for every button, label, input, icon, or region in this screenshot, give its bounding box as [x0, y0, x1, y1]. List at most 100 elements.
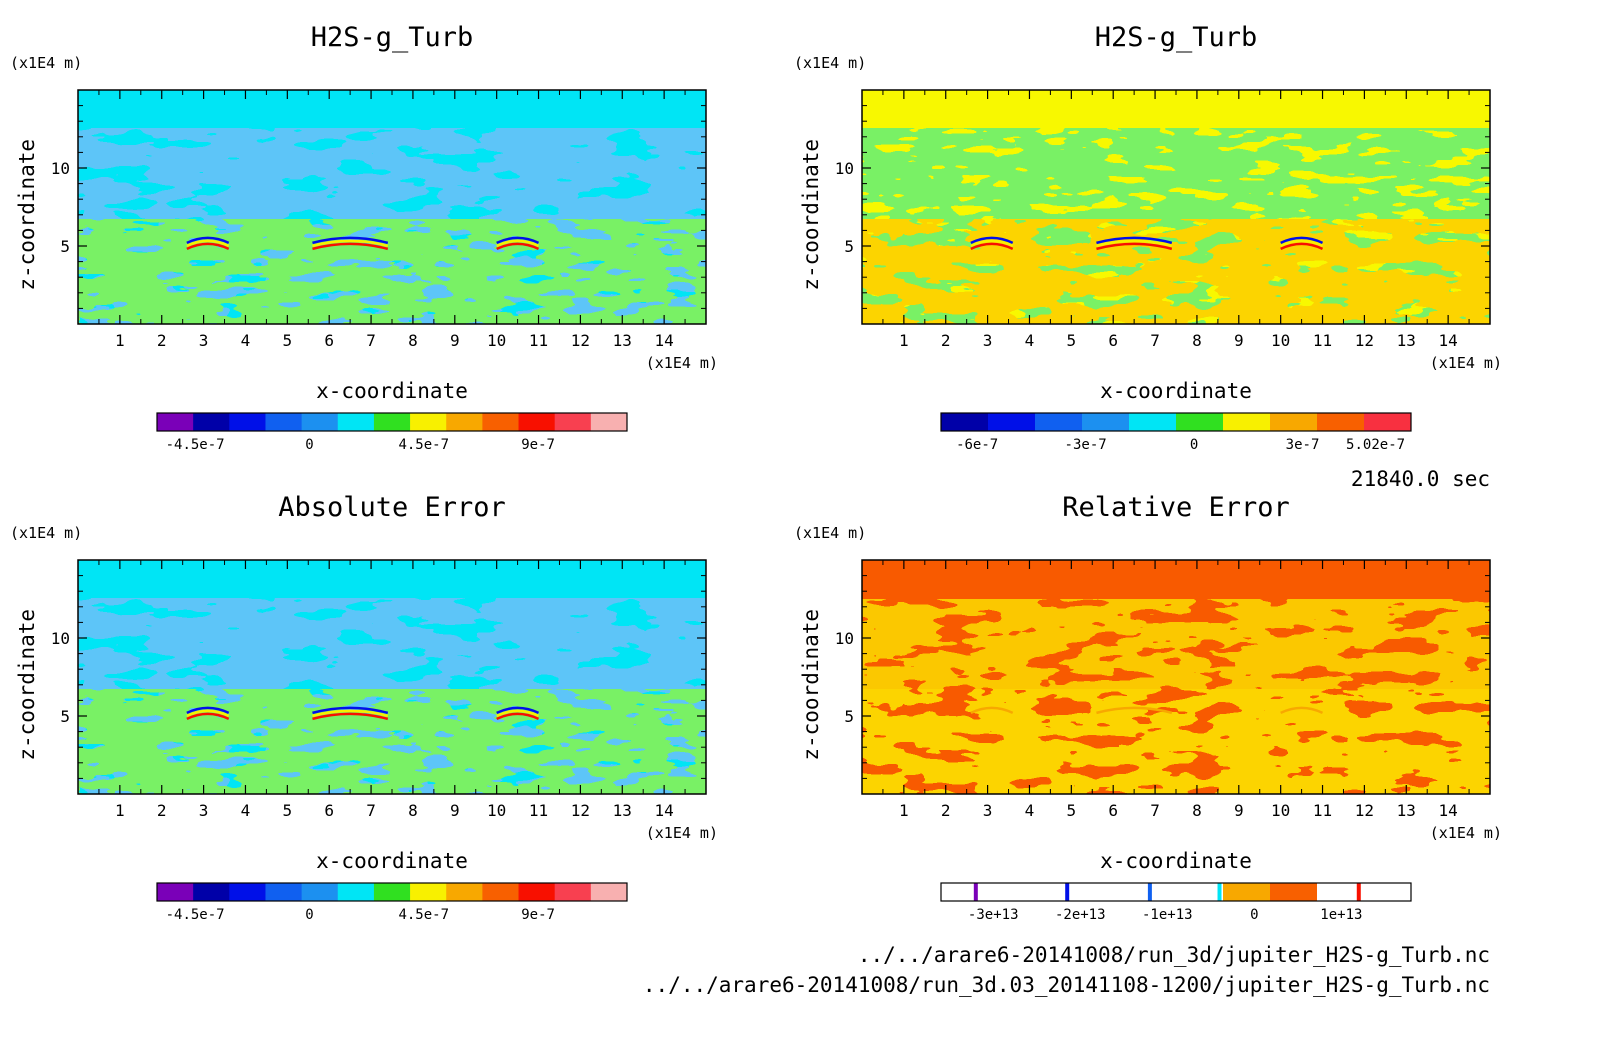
colorbar-frame [156, 882, 628, 902]
x-axis-label: x-coordinate [1100, 379, 1252, 403]
colorbar-tick-label: 0 [305, 437, 313, 453]
y-axis-label: z-coordinate [799, 139, 823, 291]
colorbar-swatch [1317, 883, 1365, 901]
x-tick-label: 1 [115, 331, 125, 350]
x-tick-label: 7 [366, 801, 376, 820]
x-tick-label: 7 [1150, 801, 1160, 820]
x-tick-label: 10 [487, 801, 506, 820]
colorbar-tick-label: 3e-7 [1286, 437, 1320, 453]
y-unit-label: (x1E4 m) [794, 524, 866, 542]
x-tick-label: 5 [1067, 801, 1077, 820]
x-axis-label: x-coordinate [1100, 849, 1252, 873]
colorbar-swatch [1317, 413, 1365, 431]
colorbar-frame [940, 412, 1412, 432]
colorbar-tick-label: 0 [1250, 907, 1258, 923]
x-tick-label: 7 [366, 331, 376, 350]
wave-crest [1280, 239, 1324, 248]
colorbar-line [1356, 883, 1361, 901]
x-tick-label: 9 [450, 801, 460, 820]
x-unit-label: (x1E4 m) [1430, 354, 1502, 372]
colorbar-tick-label: -4.5e-7 [166, 907, 225, 923]
colorbar-swatch [1176, 883, 1224, 901]
chart-title: Relative Error [1062, 492, 1290, 523]
wave-crest [312, 242, 389, 251]
x-tick-label: 12 [1355, 331, 1374, 350]
x-tick-label: 10 [487, 331, 506, 350]
x-tick-label: 11 [1313, 331, 1332, 350]
colorbar-swatch [1364, 413, 1412, 431]
x-tick-label: 9 [450, 331, 460, 350]
colorbar-swatch [229, 413, 266, 431]
x-tick-label: 1 [899, 801, 909, 820]
x-unit-label: (x1E4 m) [646, 824, 718, 842]
colorbar-line [1065, 883, 1070, 901]
colorbar-swatch [1223, 413, 1271, 431]
x-tick-label: 4 [241, 801, 251, 820]
colorbar-swatch [157, 883, 194, 901]
colorbar-swatch [157, 413, 194, 431]
y-tick-label: 5 [60, 237, 70, 256]
y-unit-label: (x1E4 m) [10, 524, 82, 542]
x-tick-label: 6 [1108, 801, 1118, 820]
wave-crest [1096, 242, 1173, 251]
colorbar-swatch [1082, 883, 1130, 901]
colorbar-swatch [1176, 413, 1224, 431]
colorbar-swatch [410, 413, 447, 431]
colorbar-swatch [1270, 883, 1318, 901]
x-tick-label: 5 [283, 331, 293, 350]
file-path-1: ../../arare6-20141008/run_3d/jupiter_H2S… [858, 943, 1490, 967]
y-tick-label: 5 [844, 237, 854, 256]
field-structure [862, 599, 1490, 794]
colorbar-tick-label: 9e-7 [521, 437, 555, 453]
x-tick-label: 2 [941, 331, 951, 350]
x-tick-label: 8 [1192, 331, 1202, 350]
x-tick-label: 12 [571, 331, 590, 350]
y-tick-label: 10 [835, 159, 854, 178]
x-tick-label: 6 [324, 331, 334, 350]
colorbar-swatch [446, 883, 483, 901]
colorbar-tick-label: -2e+13 [1055, 907, 1106, 923]
colorbar-tick-label: 5.02e-7 [1346, 437, 1405, 453]
x-tick-label: 11 [529, 801, 548, 820]
wave-crest [496, 706, 540, 715]
colorbar-swatch [518, 883, 556, 901]
wave-crest [496, 712, 540, 721]
colorbar-swatch [554, 413, 592, 431]
x-tick-label: 6 [324, 801, 334, 820]
wave-crest [1096, 706, 1173, 715]
y-axis-label: z-coordinate [799, 609, 823, 761]
field-structure [78, 219, 706, 324]
colorbar-tick-label: -4.5e-7 [166, 437, 225, 453]
colorbar-swatch [265, 883, 303, 901]
x-tick-label: 2 [157, 331, 167, 350]
wave-crest [970, 706, 1014, 715]
x-tick-label: 2 [941, 801, 951, 820]
colorbar-swatch [373, 413, 411, 431]
y-unit-label: (x1E4 m) [10, 54, 82, 72]
x-tick-label: 3 [983, 801, 993, 820]
colorbar-tick-label: -1e+13 [1142, 907, 1193, 923]
colorbar-swatch [193, 413, 230, 431]
wave-crest [970, 239, 1014, 248]
x-tick-label: 14 [655, 331, 674, 350]
colorbar-frame [940, 882, 1412, 902]
wave-crest [1096, 239, 1173, 248]
y-tick-label: 10 [51, 159, 70, 178]
wave-crest [1280, 242, 1324, 251]
x-tick-label: 10 [1271, 801, 1290, 820]
file-path-2: ../../arare6-20141008/run_3d.03_20141108… [643, 973, 1490, 997]
colorbar-line [1147, 883, 1152, 901]
x-tick-label: 12 [571, 801, 590, 820]
colorbar-swatch [1035, 883, 1083, 901]
x-tick-label: 10 [1271, 331, 1290, 350]
colorbar-swatch [1270, 413, 1318, 431]
colorbar-swatch [988, 883, 1036, 901]
colorbar-line [973, 883, 978, 901]
x-tick-label: 3 [199, 801, 209, 820]
wave-crest [496, 709, 540, 718]
colorbar-tick-label: 0 [1190, 437, 1198, 453]
x-unit-label: (x1E4 m) [646, 354, 718, 372]
wave-crest [1280, 236, 1324, 245]
time-label: 21840.0 sec [1351, 467, 1490, 491]
chart-title: Absolute Error [278, 492, 506, 523]
